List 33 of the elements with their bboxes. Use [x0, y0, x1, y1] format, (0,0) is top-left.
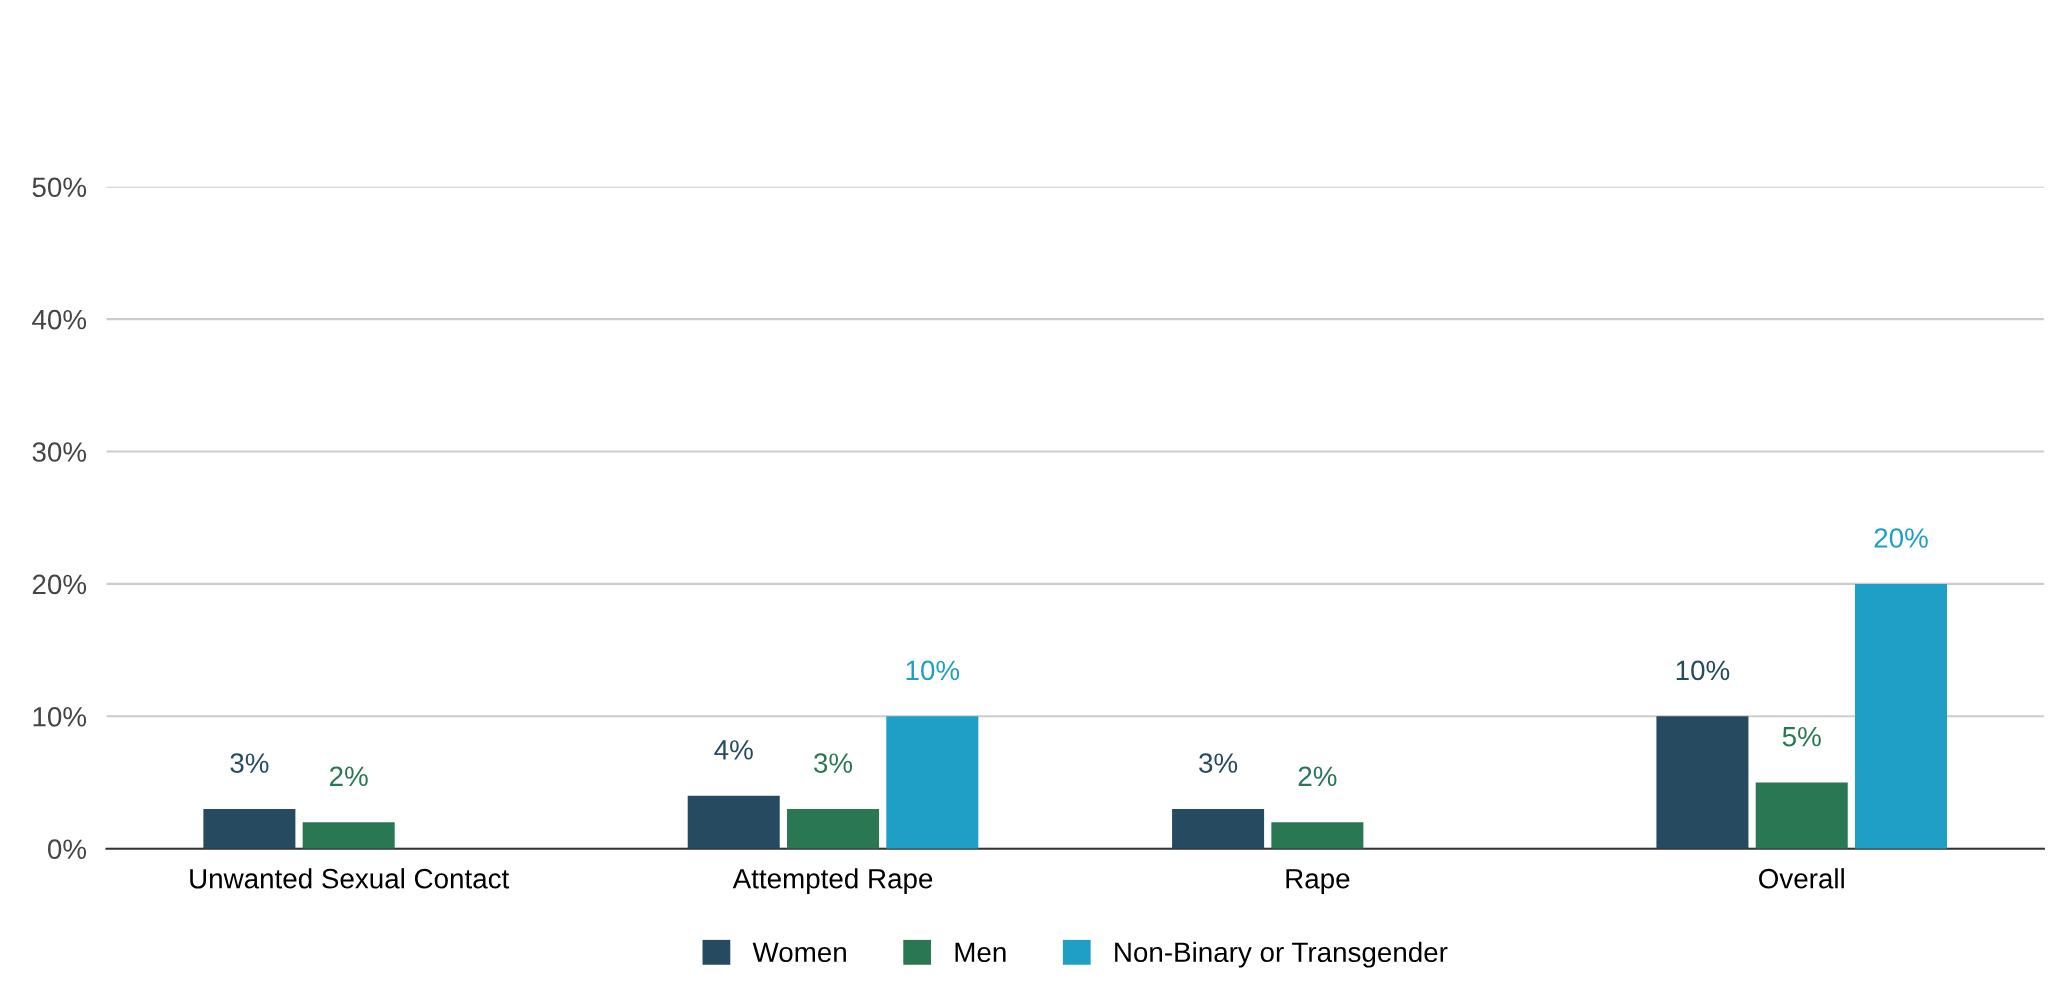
bar [203, 808, 296, 849]
x-tick-label: Unwanted Sexual Contact [190, 868, 510, 889]
x-tick-label: Attempted Rape [732, 868, 933, 895]
data-label: 2% [1298, 766, 1337, 787]
y-tick-label: 0% [47, 839, 87, 860]
y-tick-label: 50% [32, 177, 87, 198]
legend-label: Non-Binary or Transgender [1115, 941, 1448, 968]
data-label: 4% [714, 740, 753, 760]
data-label: 2% [330, 766, 368, 787]
x-tick-label: Rape [1286, 869, 1350, 895]
data-label: 3% [814, 753, 853, 773]
y-tick-label: 30% [32, 442, 87, 462]
bar [1855, 583, 1948, 849]
bar [687, 795, 780, 849]
legend-label: Women [752, 942, 846, 963]
bar [787, 808, 880, 849]
data-label: 3% [1199, 753, 1238, 773]
legend-label: Men [955, 942, 1006, 963]
bar [886, 716, 979, 849]
bar [1172, 808, 1265, 849]
bar [1656, 716, 1749, 849]
bar [1271, 822, 1364, 849]
y-tick-label: 10% [33, 706, 87, 727]
y-tick-label: 40% [32, 309, 87, 330]
y-tick-label: 20% [32, 574, 87, 595]
data-label: 5% [1782, 726, 1821, 747]
data-label: 10% [1676, 660, 1730, 681]
bar [1755, 782, 1848, 849]
data-label: 3% [230, 753, 269, 773]
x-tick-label: Overall [1759, 868, 1844, 889]
data-label: 20% [1874, 528, 1928, 548]
bar [302, 822, 395, 849]
data-label: 10% [906, 660, 960, 681]
